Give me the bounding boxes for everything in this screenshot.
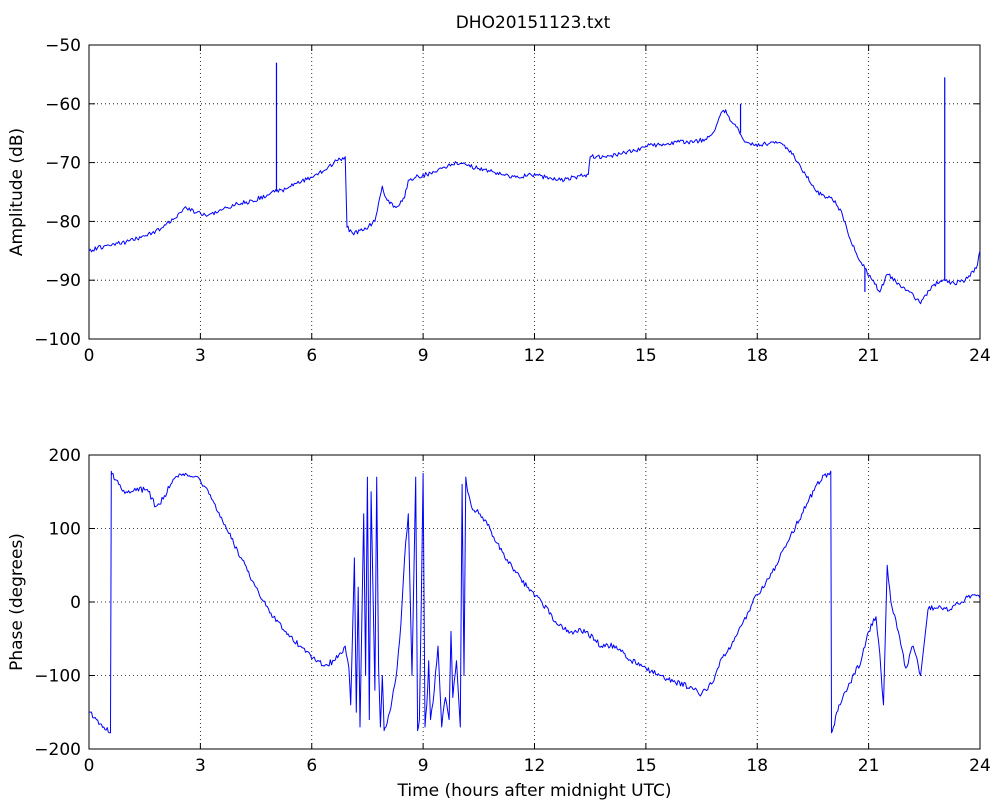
x-tick-label: 3 <box>195 346 206 366</box>
x-tick-label: 21 <box>858 756 880 776</box>
y-tick-label: −60 <box>45 95 81 115</box>
x-tick-label: 18 <box>746 346 768 366</box>
phase-chart: 0 3 6 9 12 15 18 21 24 −200 −100 0 100 200 Phase (degr… <box>7 446 991 801</box>
y-tick-label: −50 <box>45 36 81 56</box>
x-tick-label: 21 <box>858 346 880 366</box>
x-tick-label: 6 <box>306 756 317 776</box>
x-tick-label: 18 <box>746 756 768 776</box>
x-tick-label: 0 <box>84 346 95 366</box>
y-tick-label: −90 <box>45 271 81 291</box>
y-tick-label: −100 <box>34 667 81 687</box>
series-line <box>88 470 981 734</box>
y-axis-label: Phase (degrees) <box>7 533 27 671</box>
x-tick-label: 6 <box>306 346 317 366</box>
x-tick-label: 15 <box>635 346 657 366</box>
x-tick-label: 3 <box>195 756 206 776</box>
x-tick-label: 12 <box>524 756 546 776</box>
x-tick-label: 9 <box>418 756 429 776</box>
y-tick-label: 200 <box>49 446 81 466</box>
y-axis-label: Amplitude (dB) <box>7 128 27 256</box>
y-tick-label: −70 <box>45 154 81 174</box>
x-tick-label: 24 <box>969 346 991 366</box>
x-tick-label: 12 <box>524 346 546 366</box>
chart-title: DHO20151123.txt <box>456 13 611 33</box>
x-tick-label: 0 <box>84 756 95 776</box>
y-tick-label: −100 <box>34 330 81 350</box>
x-tick-label: 24 <box>969 756 991 776</box>
y-tick-label: 0 <box>70 593 81 613</box>
y-tick-label: −80 <box>45 212 81 232</box>
x-tick-label: 15 <box>635 756 657 776</box>
x-tick-label: 9 <box>418 346 429 366</box>
x-axis-label: Time (hours after midnight UTC) <box>396 781 671 801</box>
y-tick-label: 100 <box>49 520 81 540</box>
amplitude-chart: 0 3 6 9 12 15 18 21 24 −100 −90 −80 −70 −60 −50 Amplitu… <box>7 36 991 366</box>
y-tick-label: −200 <box>34 740 81 760</box>
series-line <box>88 109 981 305</box>
